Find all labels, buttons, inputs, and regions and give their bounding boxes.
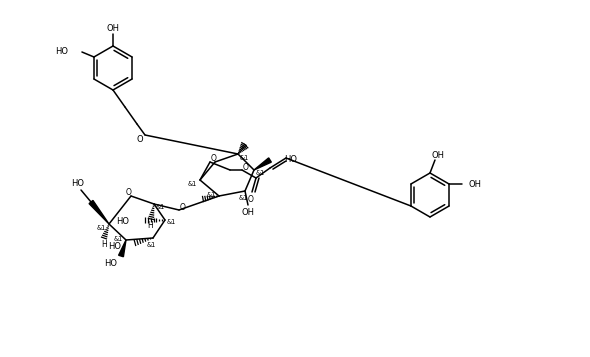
Text: &1: &1 bbox=[240, 155, 248, 161]
Text: O: O bbox=[180, 202, 186, 211]
Text: &1: &1 bbox=[238, 195, 248, 201]
Text: &1: &1 bbox=[206, 192, 215, 198]
Polygon shape bbox=[254, 158, 271, 170]
Text: O: O bbox=[248, 195, 254, 203]
Text: &1: &1 bbox=[166, 219, 176, 225]
Text: O: O bbox=[243, 162, 249, 171]
Text: H: H bbox=[147, 221, 153, 230]
Text: HO: HO bbox=[104, 258, 117, 267]
Text: HO: HO bbox=[71, 178, 84, 187]
Text: O: O bbox=[137, 135, 143, 144]
Text: OH: OH bbox=[468, 180, 481, 188]
Text: &1: &1 bbox=[155, 204, 165, 210]
Text: &1: &1 bbox=[146, 242, 156, 248]
Text: HO: HO bbox=[284, 155, 297, 164]
Text: O: O bbox=[211, 154, 217, 162]
Polygon shape bbox=[119, 240, 126, 257]
Text: &1: &1 bbox=[96, 225, 106, 231]
Text: &1: &1 bbox=[113, 236, 123, 242]
Text: HO: HO bbox=[116, 216, 129, 226]
Text: O: O bbox=[126, 187, 132, 196]
Text: OH: OH bbox=[431, 151, 444, 160]
Text: &1: &1 bbox=[188, 181, 196, 187]
Text: OH: OH bbox=[107, 24, 120, 32]
Polygon shape bbox=[89, 200, 109, 224]
Text: H: H bbox=[101, 240, 107, 248]
Text: OH: OH bbox=[241, 207, 254, 216]
Text: HO: HO bbox=[55, 46, 68, 55]
Text: &1: &1 bbox=[255, 170, 265, 176]
Text: HO: HO bbox=[108, 241, 121, 251]
